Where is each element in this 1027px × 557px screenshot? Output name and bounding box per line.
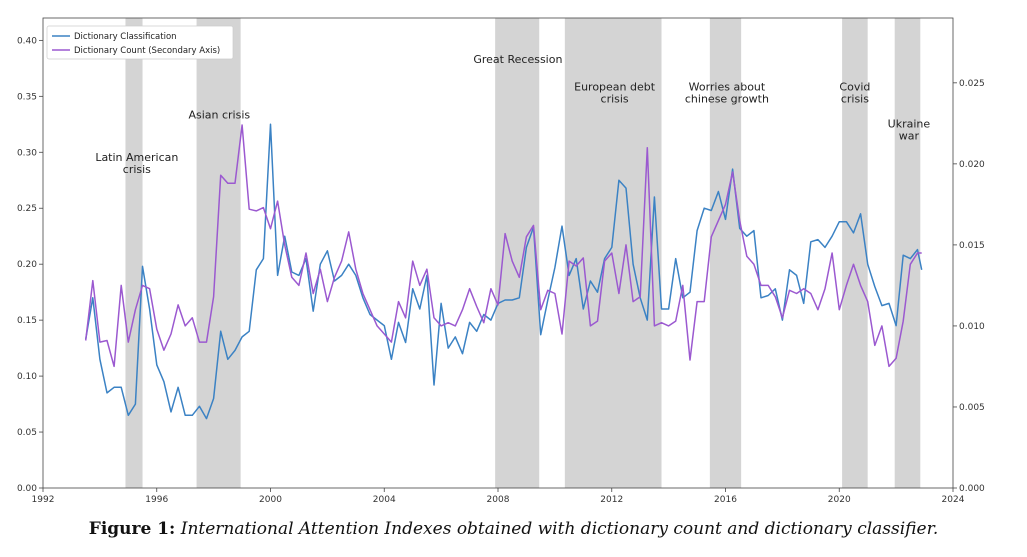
x-tick-label: 2020 [828,495,851,505]
shaded-period-6 [894,18,921,488]
annotation-line: European debt [574,81,656,94]
x-tick-label: 2004 [373,495,396,505]
annotation-6: Ukraine war [888,118,931,143]
annotation-line: crisis [123,163,151,176]
y-right-tick-label: 0.000 [959,484,985,494]
annotation-line: chinese growth [685,93,769,106]
series-lines [84,123,923,420]
chart: 1992 1996 2000 2004 2008 2012 2016 2020 20240.00… [17,17,985,505]
caption-text: International Attention Indexes obtained… [180,519,939,539]
annotation-line: Covid [839,81,870,94]
y-left-tick-label: 0.05 [17,428,37,438]
annotation-line: Worries about [689,81,766,94]
legend: Dictionary Classification Dictionary Cou… [46,25,234,60]
axes: 1992 1996 2000 2004 2008 2012 2016 2020 20240.00… [17,36,985,505]
y-right-tick-label: 0.010 [959,322,985,332]
series-line-count [84,124,922,368]
annotation-line: crisis [841,93,869,106]
shaded-period-3 [564,18,662,488]
y-left-tick-label: 0.25 [17,204,37,214]
x-tick-label: 2008 [487,495,510,505]
shaded-period-4 [709,18,742,488]
figure-caption: Figure 1: International Attention Indexe… [0,519,1027,539]
annotation-0: Latin American crisis [95,151,178,176]
x-tick-label: 2016 [714,495,737,505]
annotation-2: Great Recession [473,53,562,66]
legend-label-count: Dictionary Count (Secondary Axis) [74,46,220,56]
y-left-tick-label: 0.40 [17,36,37,46]
annotation-line: crisis [601,93,629,106]
x-tick-label: 1996 [145,495,168,505]
caption-label: Figure 1: [88,519,176,539]
annotation-line: war [899,130,920,143]
shaded-period-0 [125,18,143,488]
shaded-period-2 [495,18,540,488]
x-tick-label: 2024 [942,495,965,505]
y-left-tick-label: 0.15 [17,316,37,326]
annotation-1: Asian crisis [188,109,250,122]
x-tick-label: 2000 [259,495,282,505]
series-line-classification [84,123,923,420]
y-left-tick-label: 0.20 [17,260,37,270]
legend-box [46,25,234,60]
y-left-tick-label: 0.00 [17,484,37,494]
x-tick-label: 1992 [32,495,55,505]
annotation-line: Asian crisis [188,109,250,122]
shaded-period-5 [842,18,868,488]
annotation-line: Ukraine [888,118,931,131]
legend-label-classification: Dictionary Classification [74,32,177,42]
annotation-5: Covid crisis [839,81,870,106]
annotation-3: European debt crisis [574,81,656,106]
y-right-tick-label: 0.015 [959,241,985,251]
y-left-tick-label: 0.30 [17,148,37,158]
annotation-4: Worries about chinese growth [685,81,769,106]
y-right-tick-label: 0.005 [959,403,985,413]
shaded-period-1 [196,18,241,488]
annotation-line: Great Recession [473,53,562,66]
x-tick-label: 2012 [600,495,623,505]
y-left-tick-label: 0.35 [17,92,37,102]
y-right-tick-label: 0.020 [959,160,985,170]
y-left-tick-label: 0.10 [17,372,37,382]
annotation-line: Latin American [95,151,178,164]
y-right-tick-label: 0.025 [959,79,985,89]
